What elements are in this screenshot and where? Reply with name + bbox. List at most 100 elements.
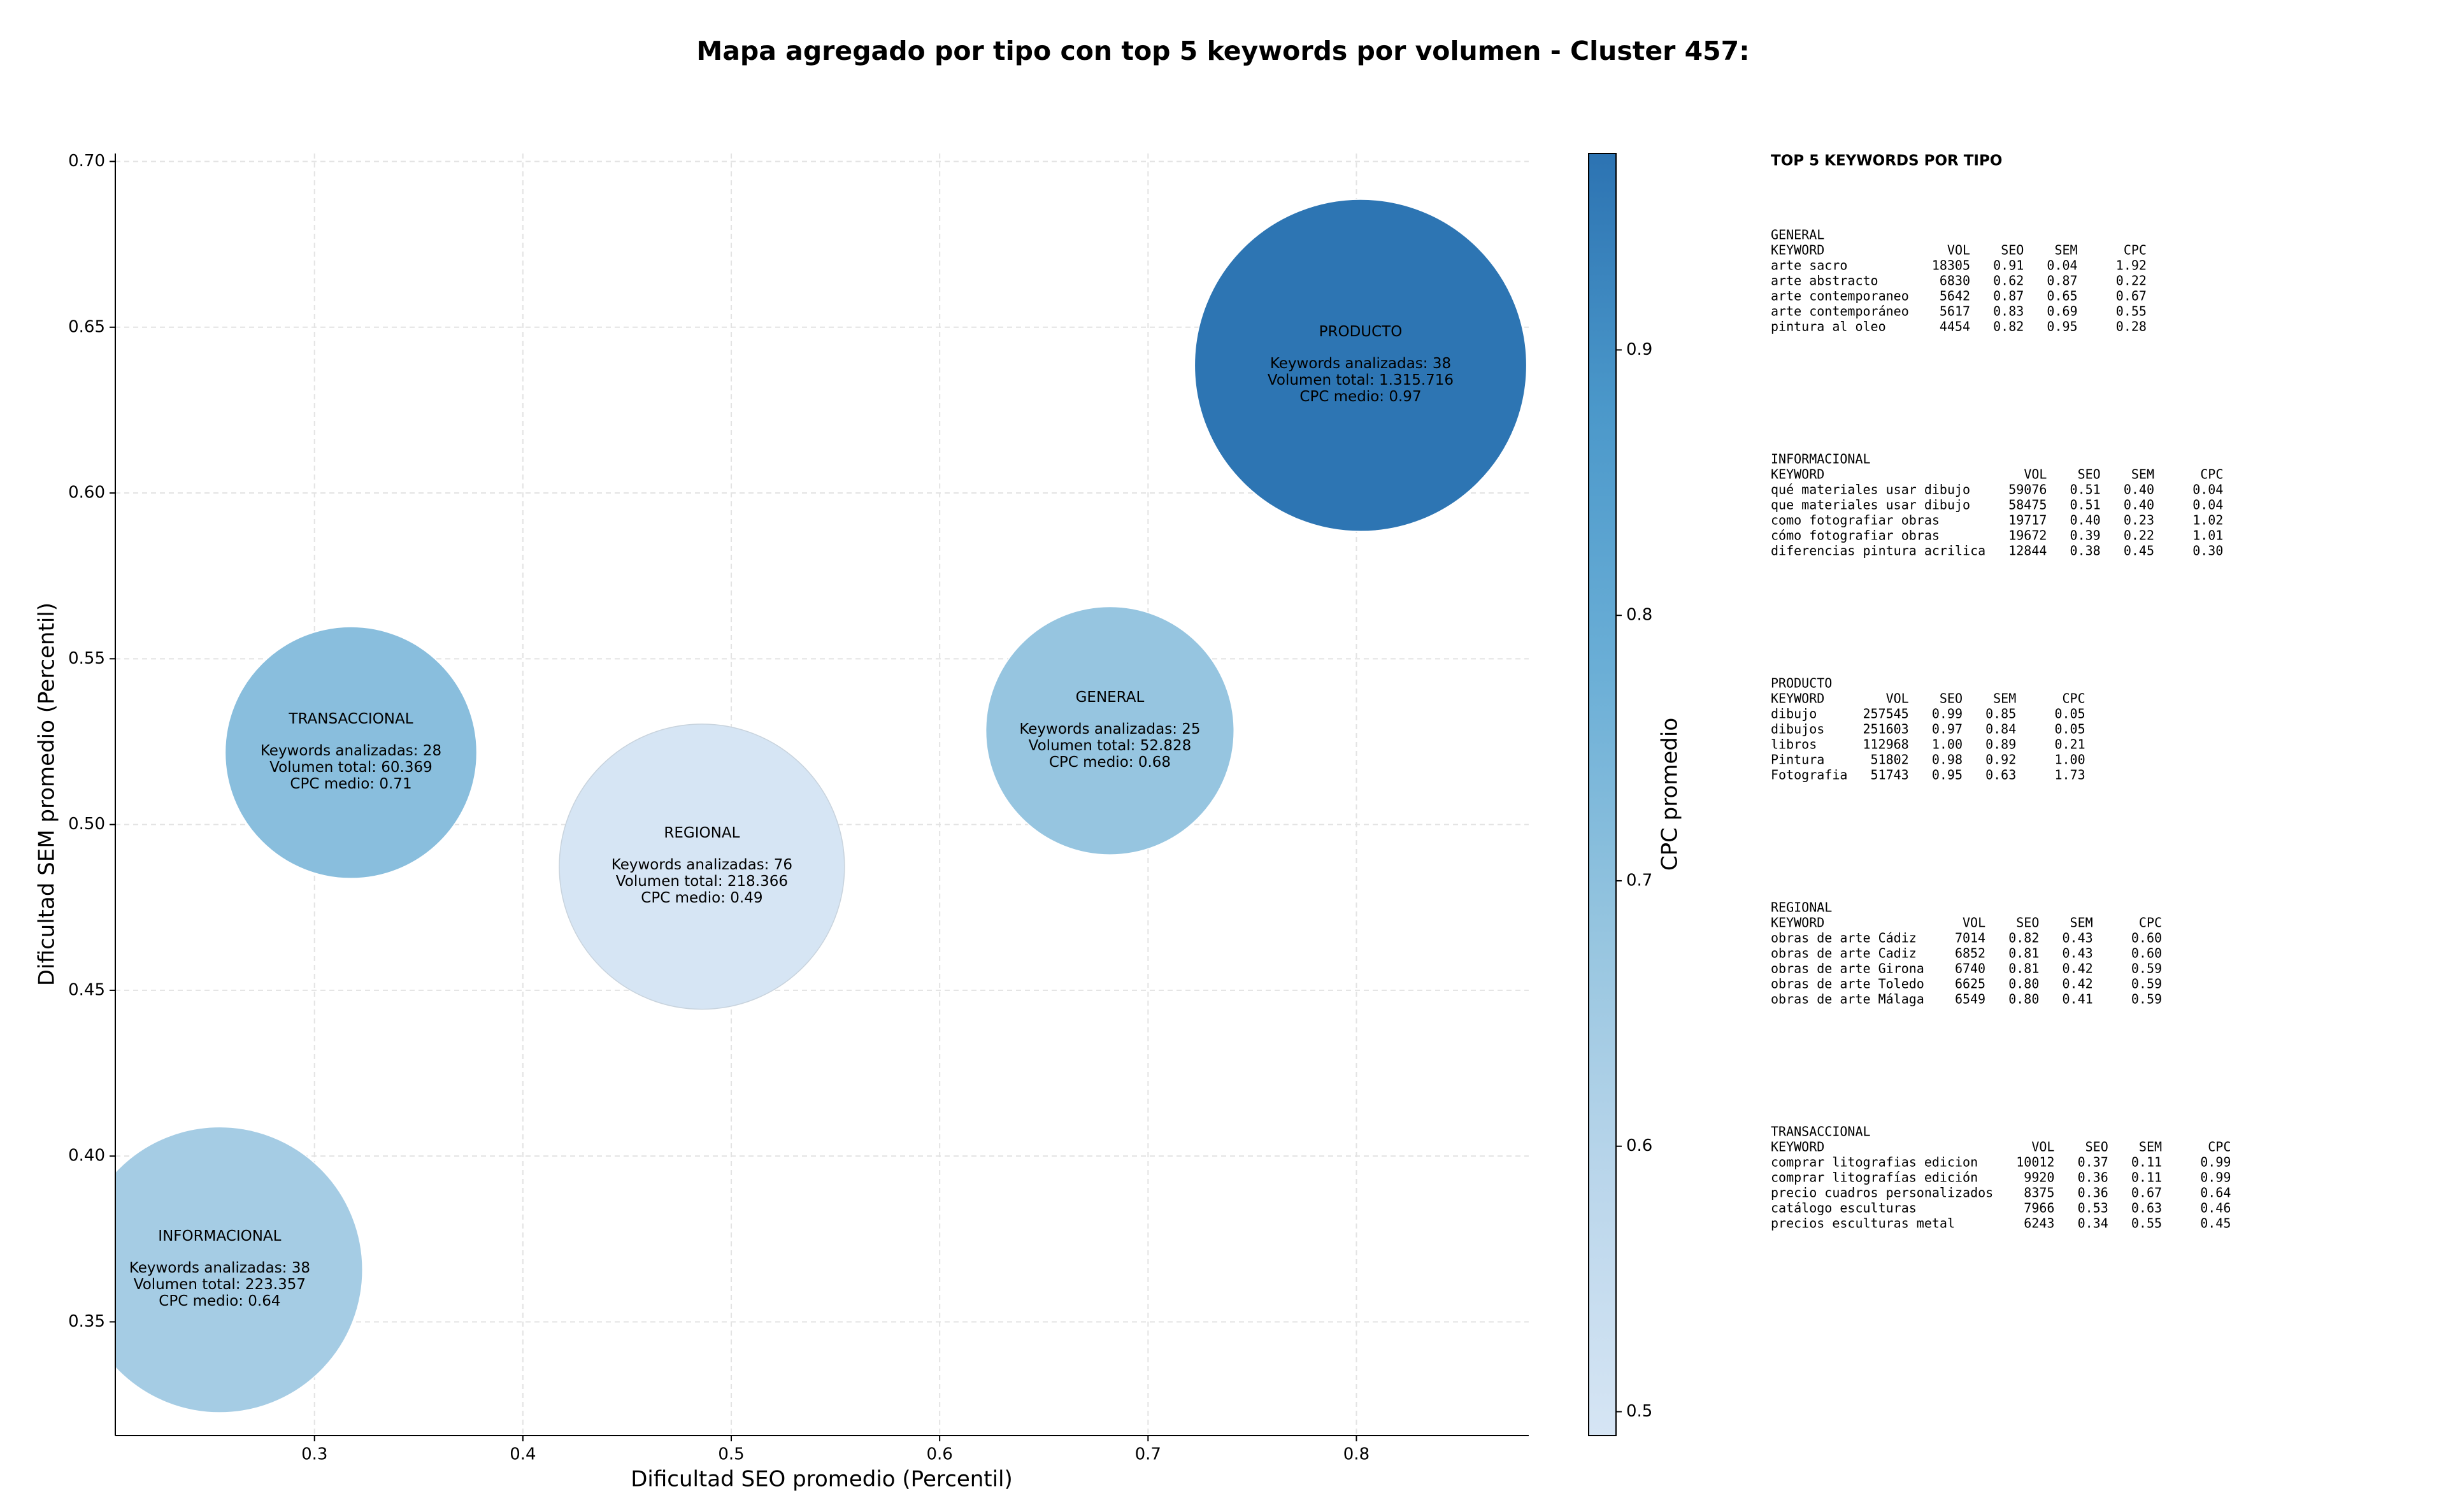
table-cell: 0.11 [2131,1155,2162,1170]
table-cell: 0.21 [2054,737,2085,752]
table-cell: 0.63 [2131,1201,2162,1216]
x-tick-label: 0.5 [718,1445,744,1464]
table-cell: 7014 [1955,931,1985,946]
table-cell: 0.92 [1985,752,2016,767]
table-cell: 0.67 [2116,289,2147,304]
table-cell: 0.59 [2131,976,2162,992]
table-cell: 0.46 [2200,1201,2231,1216]
table-cell: KEYWORD [1771,691,1824,706]
table-cell: dibujo [1771,706,1817,722]
table-cell: 0.23 [2124,513,2154,528]
table-cell: 59076 [2008,482,2047,497]
table-cell: 0.41 [2063,992,2093,1007]
table-cell: SEM [1993,691,2016,706]
bubbles [115,199,1527,1413]
bubble-name: INFORMACIONAL [158,1228,281,1245]
table-cell: VOL [2031,1139,2054,1155]
table-cell: 1.73 [2054,767,2085,783]
table-cell: 12844 [2008,543,2047,559]
table-cell: 58475 [2008,497,2047,513]
x-tick-label: 0.4 [510,1445,536,1464]
y-tick-label: 0.35 [68,1312,105,1331]
table-cell: dibujos [1771,722,1824,737]
table-cell: comprar litografias edicion [1771,1155,1978,1170]
table-cell: SEO [1940,691,1963,706]
table-cell: SEO [2001,243,2024,258]
table-cell: 1.00 [2054,752,2085,767]
table-cell: CPC [2200,467,2223,482]
x-axis-label: Dificultad SEO promedio (Percentil) [631,1467,1013,1492]
table-cell: 0.65 [2047,289,2077,304]
table-name: PRODUCTO [1771,676,1832,691]
table-cell: 0.67 [2131,1185,2162,1201]
table-cell: 0.43 [2063,946,2093,961]
table-cell: libros [1771,737,1817,752]
table-cell: 1.00 [1932,737,1963,752]
table-cell: 0.43 [2063,931,2093,946]
table-cell: 6830 [1940,273,1970,289]
table-name: GENERAL [1771,227,1824,243]
table-cell: 0.36 [2078,1185,2108,1201]
table-cell: 10012 [2016,1155,2054,1170]
table-cell: 0.80 [2008,992,2039,1007]
bubble [985,606,1234,855]
colorbar [1588,153,1617,1436]
y-axis-label: Dificultad SEM promedio (Percentil) [34,603,60,986]
table-cell: 5642 [1940,289,1970,304]
table-cell: 0.38 [2070,543,2101,559]
bubble-text: CPC medio: 0.68 [1049,754,1171,771]
table-cell: precios esculturas metal [1771,1216,1955,1231]
table-cell: 0.95 [1932,767,1963,783]
table-cell: 6740 [1955,961,1985,976]
table-cell: 0.51 [2070,482,2101,497]
table-cell: 0.81 [2008,961,2039,976]
table-cell: catálogo esculturas [1771,1201,1917,1216]
colorbar-label: CPC promedio [1657,718,1683,871]
table-cell: 0.11 [2131,1170,2162,1185]
colorbar-tick-label: 0.8 [1626,606,1652,625]
table-cell: arte contemporáneo [1771,304,1909,319]
table-cell: 0.28 [2116,319,2147,334]
table-cell: 0.37 [2078,1155,2108,1170]
table-cell: 1.02 [2192,513,2223,528]
table-cell: 0.04 [2192,497,2223,513]
table-cell: qué materiales usar dibujo [1771,482,1970,497]
colorbar-tick-label: 0.9 [1626,340,1652,359]
table-cell: 0.82 [2008,931,2039,946]
table-cell: 251603 [1863,722,1908,737]
x-tick-label: 0.7 [1135,1445,1161,1464]
table-cell: CPC [2139,915,2162,931]
table-cell: 0.22 [2124,528,2154,543]
bubble-name: REGIONAL [664,825,740,841]
table-cell: 0.55 [2131,1216,2162,1231]
table-cell: 0.91 [1993,258,2024,273]
table-cell: 0.85 [1985,706,2016,722]
bubble-text: CPC medio: 0.49 [641,890,762,906]
bubble-text: Volumen total: 60.369 [269,759,433,776]
bubble [559,724,845,1010]
table-cell: 6549 [1955,992,1985,1007]
table-cell: 51802 [1871,752,1909,767]
y-tick-label: 0.40 [68,1146,105,1166]
bubble [1194,199,1527,532]
table-cell: 51743 [1871,767,1909,783]
x-tick-label: 0.8 [1343,1445,1370,1464]
table-cell: 0.81 [2008,946,2039,961]
table-cell: 0.40 [2070,513,2101,528]
table-cell: CPC [2208,1139,2231,1155]
bubble-text: Keywords analizadas: 25 [1019,721,1200,738]
table-cell: 0.95 [2047,319,2077,334]
table-cell: obras de arte Cádiz [1771,931,1917,946]
panel-title: TOP 5 KEYWORDS POR TIPO [1771,153,2002,169]
bubble-text: CPC medio: 0.97 [1299,389,1421,405]
bubble [224,626,478,879]
table-cell: KEYWORD [1771,1139,1824,1155]
table-cell: 0.40 [2124,497,2154,513]
bubble-text: Keywords analizadas: 28 [261,743,441,759]
table-cell: 0.45 [2124,543,2154,559]
table-cell: 9920 [2024,1170,2054,1185]
colorbar-tick-label: 0.7 [1626,871,1652,890]
table-cell: 0.60 [2131,931,2162,946]
table-cell: 1.01 [2192,528,2223,543]
table-cell: 0.84 [1985,722,2016,737]
